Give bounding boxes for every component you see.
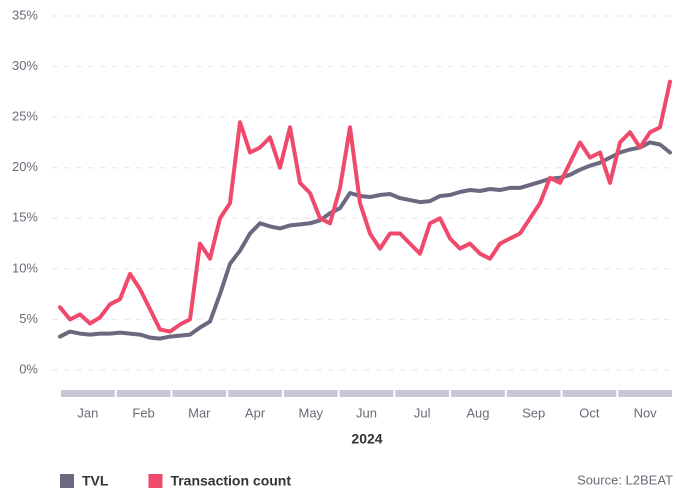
series-line [58,79,672,334]
y-tick-label: 35% [12,7,38,22]
x-tick-label: Apr [245,405,266,420]
x-tick-label: Jan [77,405,98,420]
y-tick-label: 10% [12,260,38,275]
month-band [283,390,338,397]
x-tick-label: May [298,405,323,420]
month-band [228,390,282,397]
x-tick-label: Oct [579,405,600,420]
legend-swatch [60,474,74,488]
x-axis-label: 2024 [351,431,382,447]
month-band [451,390,505,397]
month-band [116,390,171,397]
x-tick-label: Jun [356,405,377,420]
x-tick-label: Nov [634,405,658,420]
month-band [339,390,394,397]
month-band [562,390,617,397]
month-band [395,390,450,397]
month-band [618,390,672,397]
legend-label: Transaction count [170,473,291,489]
x-tick-label: Jul [414,405,431,420]
y-tick-label: 20% [12,159,38,174]
month-band [61,390,115,397]
x-tick-label: Sep [522,405,545,420]
source: Source: L2BEAT [577,472,673,487]
y-tick-label: 15% [12,210,38,225]
x-tick-label: Mar [188,405,211,420]
y-tick-label: 25% [12,109,38,124]
x-tick-label: Feb [132,405,154,420]
month-band [172,390,227,397]
y-tick-label: 30% [12,58,38,73]
series-line [58,140,672,341]
x-tick-label: Aug [466,405,489,420]
y-tick-label: 0% [19,361,38,376]
legend-swatch [148,474,163,488]
legend-label: TVL [82,473,109,489]
y-tick-label: 5% [19,311,38,326]
month-band [506,390,561,397]
